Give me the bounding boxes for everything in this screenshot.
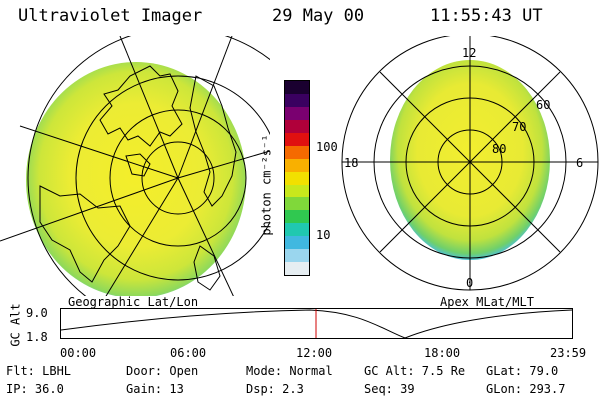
auroral-image (26, 62, 246, 296)
door-status: Door: Open (126, 364, 199, 378)
mlt-label-18: 18 (344, 156, 359, 170)
lat-label-80: 80 (492, 142, 507, 156)
geographic-map (0, 36, 270, 296)
lat-label-70: 70 (512, 120, 527, 134)
altitude-ytick-9: 9.0 (26, 306, 48, 320)
mlt-label-6: 6 (576, 156, 584, 170)
geographic-caption: Geographic Lat/Lon (68, 295, 199, 309)
altitude-ylabel: GC Alt (8, 303, 23, 347)
time-label: 11:55:43 UT (430, 6, 543, 26)
colorbar-tick-100: 100 (316, 140, 338, 154)
colorbar-swatch (285, 223, 309, 237)
colorbar-swatch (285, 249, 309, 263)
colorbar-swatch (285, 262, 309, 276)
colorbar (284, 80, 310, 276)
altitude-xtick-1200: 12:00 (296, 346, 333, 360)
mlt-label-12: 12 (462, 46, 477, 60)
magnetic-map (341, 36, 599, 291)
lat-label-60: 60 (536, 98, 551, 112)
colorbar-swatch (285, 81, 309, 94)
colorbar-swatch (285, 93, 309, 107)
colorbar-swatch (285, 236, 309, 250)
altitude-xtick-0600: 06:00 (170, 346, 207, 360)
gain-status: Gain: 13 (126, 382, 184, 396)
filter-status: Flt: LBHL (6, 364, 72, 378)
altitude-xtick-2359: 23:59 (550, 346, 587, 360)
glon-status: GLon: 293.7 (486, 382, 566, 396)
mlt-label-0: 0 (466, 276, 474, 290)
colorbar-swatch (285, 158, 309, 172)
colorbar-swatch (285, 145, 309, 159)
colorbar-swatch (285, 184, 309, 198)
dsp-status: Dsp: 2.3 (246, 382, 304, 396)
glat-status: GLat: 79.0 (486, 364, 559, 378)
colorbar-swatch (285, 106, 309, 120)
altitude-xtick-0000: 00:00 (60, 346, 97, 360)
mode-status: Mode: Normal (246, 364, 333, 378)
gc-alt-status: GC Alt: 7.5 Re (364, 364, 466, 378)
magnetic-caption: Apex MLat/MLT (440, 295, 534, 309)
colorbar-unit-label: photon cm⁻²s⁻¹ (259, 134, 274, 236)
colorbar-swatch (285, 132, 309, 146)
colorbar-tick-10: 10 (316, 228, 331, 242)
altitude-plot (60, 308, 573, 339)
colorbar-swatch (285, 210, 309, 224)
colorbar-swatch (285, 197, 309, 211)
altitude-ytick-1.8: 1.8 (26, 330, 48, 344)
seq-status: Seq: 39 (364, 382, 415, 396)
instrument-title: Ultraviolet Imager (18, 6, 203, 26)
altitude-xtick-1800: 18:00 (424, 346, 461, 360)
colorbar-swatch (285, 171, 309, 185)
ip-status: IP: 36.0 (6, 382, 64, 396)
colorbar-swatch (285, 119, 309, 133)
date-label: 29 May 00 (272, 6, 365, 26)
